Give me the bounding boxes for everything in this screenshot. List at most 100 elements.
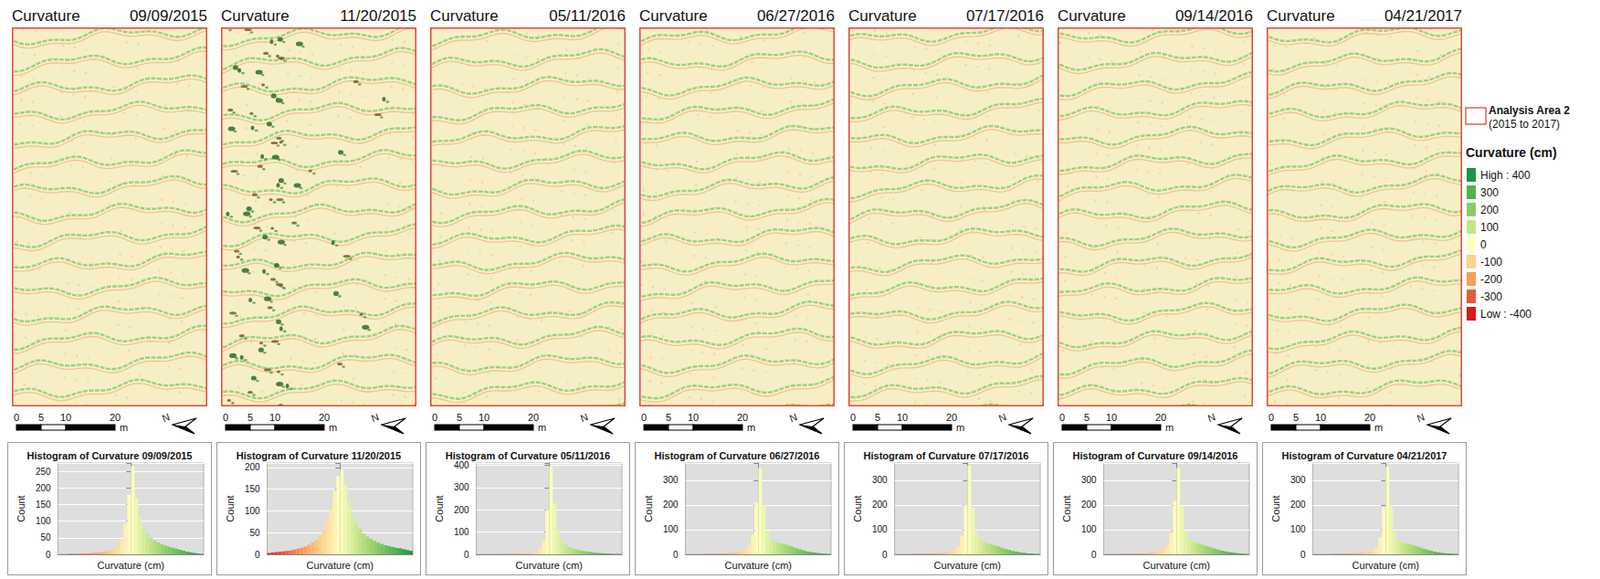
svg-text:200: 200 xyxy=(1081,499,1097,510)
svg-text:200: 200 xyxy=(1480,203,1499,217)
svg-text:5: 5 xyxy=(874,411,881,423)
svg-text:0: 0 xyxy=(641,411,647,423)
svg-text:5: 5 xyxy=(1084,411,1090,423)
svg-text:m: m xyxy=(328,421,337,433)
svg-text:50: 50 xyxy=(249,527,261,538)
svg-text:10: 10 xyxy=(478,411,490,423)
svg-text:200: 200 xyxy=(453,505,470,516)
svg-text:Curvature (cm): Curvature (cm) xyxy=(1143,559,1211,571)
svg-text:N: N xyxy=(578,410,590,424)
svg-text:Curvature (cm): Curvature (cm) xyxy=(934,559,1001,571)
svg-text:-200: -200 xyxy=(1480,273,1503,286)
svg-text:100: 100 xyxy=(453,526,470,537)
svg-text:5: 5 xyxy=(247,411,253,423)
svg-text:0: 0 xyxy=(254,549,261,560)
svg-text:m: m xyxy=(956,421,965,433)
svg-text:0: 0 xyxy=(1091,549,1097,560)
svg-text:m: m xyxy=(1165,421,1174,433)
svg-text:N: N xyxy=(788,410,800,424)
svg-text:10: 10 xyxy=(1105,411,1117,423)
svg-text:High : 400: High : 400 xyxy=(1480,168,1531,182)
svg-text:0: 0 xyxy=(850,411,856,423)
svg-text:m: m xyxy=(1374,421,1383,433)
svg-text:Curvature (cm): Curvature (cm) xyxy=(1465,145,1558,160)
svg-text:Count: Count xyxy=(433,494,445,522)
svg-text:Count: Count xyxy=(1270,494,1282,522)
svg-text:0: 0 xyxy=(1059,411,1065,423)
svg-text:Histogram of Curvature 04/21/2: Histogram of Curvature 04/21/2017 xyxy=(1282,450,1448,462)
svg-text:N: N xyxy=(997,410,1009,424)
svg-text:Curvature (cm): Curvature (cm) xyxy=(306,559,374,571)
svg-text:100: 100 xyxy=(244,505,261,516)
svg-text:150: 150 xyxy=(35,499,52,510)
svg-text:5: 5 xyxy=(456,411,463,423)
svg-text:100: 100 xyxy=(1290,524,1306,535)
svg-text:m: m xyxy=(119,421,128,433)
svg-text:0: 0 xyxy=(1268,411,1274,423)
svg-text:Curvature (cm): Curvature (cm) xyxy=(725,559,792,571)
svg-text:Count: Count xyxy=(224,494,236,522)
svg-text:300: 300 xyxy=(1290,474,1306,485)
svg-text:Histogram of Curvature 09/14/2: Histogram of Curvature 09/14/2016 xyxy=(1073,450,1239,462)
svg-text:Histogram of Curvature 05/11/2: Histogram of Curvature 05/11/2016 xyxy=(445,450,611,462)
svg-text:Histogram of Curvature 09/09/2: Histogram of Curvature 09/09/2015 xyxy=(27,450,193,462)
svg-text:400: 400 xyxy=(453,460,470,471)
svg-text:m: m xyxy=(537,421,547,433)
svg-text:Curvature (cm): Curvature (cm) xyxy=(97,559,165,571)
svg-text:m: m xyxy=(747,421,756,433)
svg-text:N: N xyxy=(160,410,172,424)
svg-text:Histogram of Curvature 06/27/2: Histogram of Curvature 06/27/2016 xyxy=(654,450,821,462)
svg-text:Histogram of Curvature 11/20/2: Histogram of Curvature 11/20/2015 xyxy=(236,450,401,462)
svg-text:0: 0 xyxy=(222,411,229,423)
svg-text:Curvature (cm): Curvature (cm) xyxy=(515,559,583,571)
svg-text:Analysis Area 2: Analysis Area 2 xyxy=(1488,104,1570,117)
svg-text:0: 0 xyxy=(463,549,470,560)
svg-text:Curvature (cm): Curvature (cm) xyxy=(1352,559,1420,571)
svg-text:150: 150 xyxy=(244,484,261,495)
svg-text:100: 100 xyxy=(1480,221,1499,234)
svg-text:5: 5 xyxy=(1293,411,1299,423)
svg-text:0: 0 xyxy=(673,549,679,560)
svg-text:100: 100 xyxy=(35,515,52,527)
svg-text:300: 300 xyxy=(663,474,679,485)
svg-text:-300: -300 xyxy=(1480,290,1503,304)
svg-text:200: 200 xyxy=(244,462,261,473)
svg-text:100: 100 xyxy=(663,524,679,535)
svg-text:N: N xyxy=(369,410,381,424)
svg-text:10: 10 xyxy=(896,411,908,423)
svg-text:10: 10 xyxy=(1315,411,1327,423)
svg-text:100: 100 xyxy=(872,524,888,535)
svg-text:0: 0 xyxy=(431,411,438,423)
svg-text:Count: Count xyxy=(852,494,864,522)
svg-text:50: 50 xyxy=(40,532,52,543)
svg-text:10: 10 xyxy=(269,411,281,423)
svg-text:200: 200 xyxy=(1290,499,1306,510)
svg-text:Count: Count xyxy=(15,494,27,522)
svg-text:Histogram of Curvature 07/17/2: Histogram of Curvature 07/17/2016 xyxy=(863,450,1030,462)
svg-text:300: 300 xyxy=(453,482,470,493)
svg-text:0: 0 xyxy=(1480,238,1487,252)
svg-text:200: 200 xyxy=(35,483,52,494)
svg-text:250: 250 xyxy=(35,466,52,477)
svg-text:(2015 to 2017): (2015 to 2017) xyxy=(1488,117,1560,131)
svg-text:300: 300 xyxy=(1081,474,1097,485)
svg-text:Count: Count xyxy=(1061,494,1073,522)
svg-text:10: 10 xyxy=(60,411,72,423)
svg-text:0: 0 xyxy=(1300,549,1306,560)
svg-text:N: N xyxy=(1206,410,1218,424)
svg-text:Low : -400: Low : -400 xyxy=(1480,307,1532,321)
svg-text:0: 0 xyxy=(45,549,52,560)
svg-text:100: 100 xyxy=(1081,524,1097,535)
svg-text:300: 300 xyxy=(1480,186,1499,200)
svg-text:0: 0 xyxy=(882,549,888,560)
svg-text:N: N xyxy=(1415,410,1427,424)
svg-text:5: 5 xyxy=(38,411,44,423)
svg-text:200: 200 xyxy=(872,499,888,510)
svg-text:5: 5 xyxy=(665,411,672,423)
svg-text:300: 300 xyxy=(872,474,888,485)
svg-text:10: 10 xyxy=(687,411,699,423)
svg-text:Count: Count xyxy=(642,494,654,522)
svg-text:-100: -100 xyxy=(1480,255,1503,269)
svg-text:200: 200 xyxy=(663,499,679,510)
svg-text:0: 0 xyxy=(13,411,20,423)
